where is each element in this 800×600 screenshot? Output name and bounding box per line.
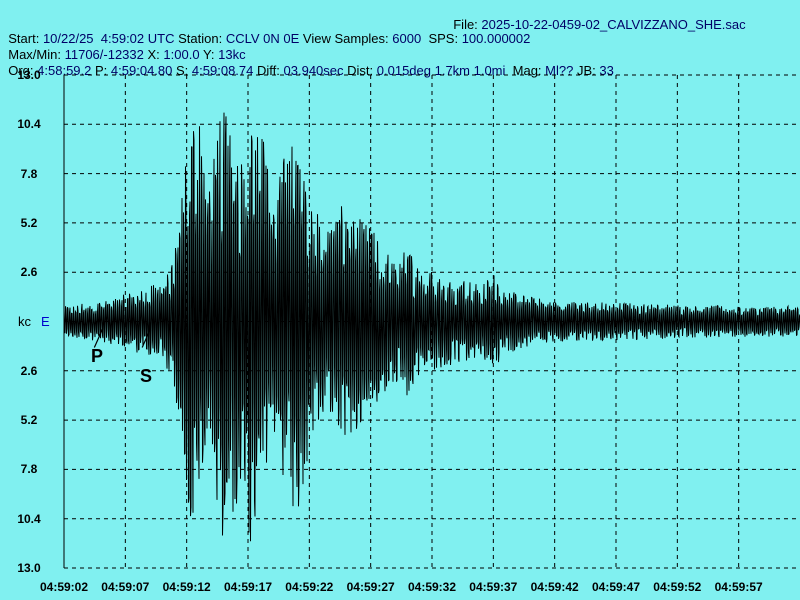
- view-samples-label: View Samples:: [302, 31, 389, 46]
- pick-markers: [93, 329, 151, 348]
- y-tick-label: 5.2: [20, 413, 38, 428]
- y-tick-label: 7.8: [20, 166, 38, 181]
- station-label: Station:: [178, 31, 223, 46]
- y-tick-label: 13.0: [17, 561, 41, 575]
- x-tick-label: 04:59:12: [162, 580, 211, 594]
- dist-value: 0.015deg 1.7km 1.0mi: [376, 63, 506, 78]
- header-line-4: Org: 4:58:59.2 P: 4:59:04.80 S: 4:59:08.…: [1, 48, 614, 78]
- x-tick-label: 04:59:42: [530, 580, 579, 594]
- s-time-label: S:: [176, 63, 189, 78]
- channel-component: E: [41, 314, 50, 329]
- p-pick-marker: [93, 329, 103, 348]
- file-name: 2025-10-22-0459-02_CALVIZZANO_SHE.sac: [481, 17, 746, 32]
- x-tick-label: 04:59:47: [591, 580, 641, 594]
- y-tick-label: 5.2: [20, 215, 38, 230]
- x-tick-label: 04:59:57: [714, 580, 763, 594]
- sps-label: SPS:: [428, 31, 459, 46]
- y-tick-label: 10.4: [17, 117, 41, 132]
- y-tick-label: 2.6: [20, 265, 38, 280]
- station-value: CCLV 0N 0E: [225, 31, 300, 46]
- x-tick-label: 04:59:32: [407, 580, 457, 594]
- diff-label: Diff:: [257, 63, 280, 78]
- start-label: Start:: [8, 31, 40, 46]
- maxmin-value: 11706/-12332: [64, 47, 144, 62]
- p-pick-label[interactable]: P: [91, 346, 104, 366]
- s-pick-marker: [141, 329, 151, 348]
- x-scale-value: 1:00.0: [163, 47, 200, 62]
- channel-unit: kc: [18, 314, 31, 329]
- dist-label: Dist:: [347, 63, 374, 78]
- x-tick-label: 04:59:52: [653, 580, 702, 594]
- s-time-value: 4:59:08.74: [191, 63, 254, 78]
- x-tick-label: 04:59:27: [346, 580, 395, 594]
- x-tick-label: 04:59:22: [285, 580, 334, 594]
- x-tick-label: 04:59:37: [469, 580, 518, 594]
- jb-label: JB:: [576, 63, 596, 78]
- jb-value: 33: [599, 63, 614, 78]
- x-scale-label: X:: [147, 47, 160, 62]
- channel-label: kc E: [18, 314, 50, 329]
- diff-value: 03.940sec: [283, 63, 344, 78]
- p-time-value: 4:59:04.80: [110, 63, 173, 78]
- p-time-label: P:: [95, 63, 108, 78]
- y-tick-label: 10.4: [17, 511, 41, 526]
- y-tick-label: 2.6: [20, 363, 38, 378]
- y-tick-label: 7.8: [20, 462, 38, 477]
- maxmin-label: Max/Min:: [8, 47, 61, 62]
- header-line-2: Start: 10/22/25 4:59:02 UTC Station: CCL…: [1, 16, 530, 46]
- header-line-1: File: 2025-10-22-0459-02_CALVIZZANO_SHE.…: [446, 2, 746, 32]
- header-line-3: Max/Min: 11706/-12332 X: 1:00.0 Y: 13kc: [1, 32, 246, 62]
- y-tick-label: 13.0: [17, 68, 41, 82]
- org-value: 4:58:59.2: [37, 63, 92, 78]
- view-samples-value: 6000: [392, 31, 422, 46]
- file-label: File:: [453, 17, 478, 32]
- start-value: 10/22/25 4:59:02 UTC: [42, 31, 175, 46]
- waveform-trace: [63, 112, 800, 542]
- org-label: Org:: [8, 63, 34, 78]
- x-tick-label: 04:59:02: [39, 580, 89, 594]
- x-tick-label: 04:59:07: [101, 580, 150, 594]
- y-scale-label: Y:: [202, 47, 215, 62]
- mag-value: Ml??: [545, 63, 574, 78]
- y-scale-value: 13kc: [218, 47, 246, 62]
- s-pick-label[interactable]: S: [140, 366, 153, 386]
- x-tick-label: 04:59:17: [223, 580, 273, 594]
- sps-value: 100.000002: [461, 31, 531, 46]
- mag-label: Mag:: [512, 63, 542, 78]
